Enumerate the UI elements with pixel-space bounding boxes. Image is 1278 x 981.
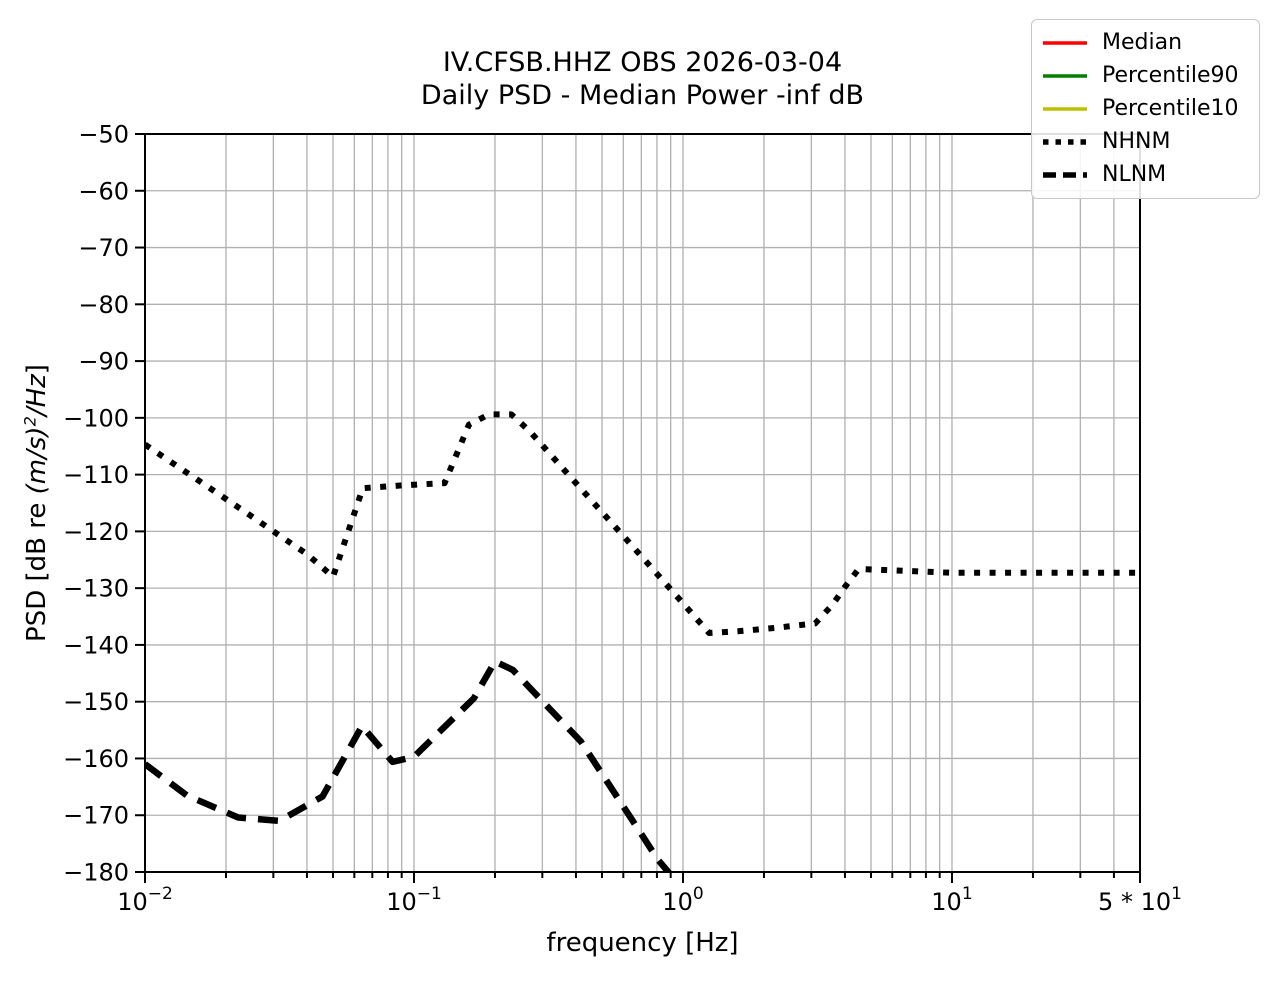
chart-title-line2: Daily PSD - Median Power -inf dB <box>420 80 865 111</box>
y-tick-label: −60 <box>78 177 129 205</box>
y-tick-label: −120 <box>63 518 129 546</box>
legend-line-sample-solid <box>1042 33 1088 52</box>
legend-line-sample-dashed <box>1042 165 1088 184</box>
legend-label: Percentile10 <box>1102 96 1239 121</box>
y-tick-label: −160 <box>63 745 129 773</box>
y-tick-label: −180 <box>63 859 129 887</box>
legend-item-percentile10: Percentile10 <box>1042 92 1249 125</box>
y-axis-label-prefix: PSD [dB re <box>21 494 52 642</box>
y-tick-label: −70 <box>78 234 129 262</box>
legend: Median Percentile90 Percentile10 NHNM NLNM <box>1031 19 1260 199</box>
grid-lines <box>145 134 1140 872</box>
legend-item-nhnm: NHNM <box>1042 125 1249 158</box>
legend-label: Median <box>1102 30 1183 55</box>
legend-line-sample-dotted <box>1042 132 1088 151</box>
x-tick-label: 5 * 101 <box>1098 884 1182 916</box>
y-tick-label: −80 <box>78 291 129 319</box>
legend-item-nlnm: NLNM <box>1042 158 1249 191</box>
y-tick-label: −170 <box>63 802 129 830</box>
y-axis-label-math: (m/s)2/Hz <box>20 374 52 495</box>
x-axis-label: frequency [Hz] <box>546 928 739 958</box>
chart-title: IV.CFSB.HHZ OBS 2026-03-04 Daily PSD - M… <box>145 46 1140 112</box>
axis-ticks <box>135 133 1141 883</box>
legend-label: NHNM <box>1102 129 1171 154</box>
y-tick-label: −150 <box>63 688 129 716</box>
x-tick-label: 101 <box>931 884 972 916</box>
legend-line-sample-solid <box>1042 99 1088 118</box>
y-axis-label-close: ] <box>21 364 52 375</box>
legend-label: NLNM <box>1102 162 1167 187</box>
y-tick-label: −110 <box>63 461 129 489</box>
x-tick-label: 10−1 <box>386 884 442 916</box>
legend-line-sample-solid <box>1042 66 1088 85</box>
chart-title-line1: IV.CFSB.HHZ OBS 2026-03-04 <box>442 47 843 78</box>
y-axis-label: PSD [dB re (m/s)2/Hz] <box>20 364 52 642</box>
legend-item-percentile90: Percentile90 <box>1042 59 1249 92</box>
plot-frame <box>144 133 1141 873</box>
legend-item-median: Median <box>1042 26 1249 59</box>
y-tick-label: −130 <box>63 575 129 603</box>
curve-NHNM <box>145 411 1140 636</box>
tick-labels: −50 −60 −70 −80 −90 −100 −110 −120 −130 −140 −150 −… <box>63 121 1182 917</box>
curves <box>145 411 1140 872</box>
x-tick-label: 10−2 <box>117 884 173 916</box>
y-tick-label: −90 <box>78 348 129 376</box>
x-tick-label: 100 <box>662 884 703 916</box>
y-tick-label: −100 <box>63 404 129 432</box>
y-tick-label: −50 <box>78 121 129 149</box>
legend-label: Percentile90 <box>1102 63 1239 88</box>
curve-NLNM <box>145 658 673 872</box>
y-tick-label: −140 <box>63 631 129 659</box>
